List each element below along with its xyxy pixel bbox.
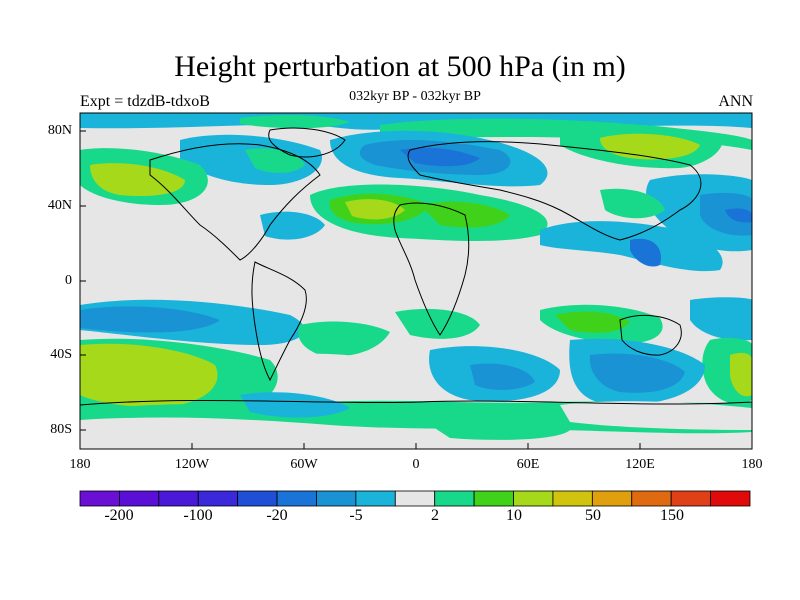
colorbar-swatch	[79, 490, 120, 507]
plot-subtitle: 032kyr BP - 032kyr BP	[349, 89, 481, 104]
lon-label: 120E	[625, 457, 655, 472]
lat-label: 80S	[50, 422, 72, 437]
colorbar-label: 2	[431, 507, 439, 524]
colorbar-swatch	[591, 490, 633, 507]
colorbar-label: -100	[183, 507, 213, 524]
season-label: ANN	[718, 93, 753, 110]
colorbar-swatch	[237, 490, 278, 507]
coastlines	[80, 127, 752, 406]
lon-label: 0	[412, 457, 420, 472]
experiment-label: Expt = tdzdB-tdxoB	[80, 93, 210, 110]
lon-label: 60W	[290, 457, 318, 472]
colorbar-swatch	[197, 490, 239, 507]
plot-title: Height perturbation at 500 hPa (in m)	[174, 50, 626, 83]
lon-label: 60E	[516, 457, 540, 472]
colorbar-swatch	[670, 490, 711, 507]
colorbar-swatch	[473, 490, 514, 507]
colorbar-swatch	[119, 490, 160, 507]
lon-label: 120W	[174, 457, 210, 472]
colorbar-label: -200	[104, 507, 134, 524]
colorbar-label: 10	[506, 507, 522, 524]
colorbar-swatch	[276, 490, 317, 507]
lat-label: 40S	[50, 347, 72, 362]
lat-label: 40N	[47, 198, 72, 213]
colorbar-label: 150	[660, 507, 684, 524]
colorbar-swatch	[158, 490, 199, 507]
colorbar-swatch	[434, 490, 475, 507]
colorbar-label: -20	[266, 507, 288, 524]
colorbar-label: -5	[349, 507, 363, 524]
colorbar-swatch	[710, 490, 751, 507]
lon-label: 180	[741, 457, 763, 472]
lon-label: 180	[69, 457, 91, 472]
contour-field	[80, 113, 752, 449]
colorbar	[79, 490, 751, 507]
colorbar-swatch	[316, 490, 357, 507]
colorbar-swatch	[631, 490, 672, 507]
colorbar-swatch	[513, 490, 554, 507]
lat-label: 80N	[47, 123, 72, 138]
axis-ticks	[79, 130, 753, 449]
colorbar-label: 50	[585, 507, 601, 524]
lat-label: 0	[65, 273, 72, 288]
colorbar-swatch	[355, 490, 396, 507]
colorbar-swatch	[552, 490, 593, 507]
colorbar-swatch	[394, 490, 436, 507]
